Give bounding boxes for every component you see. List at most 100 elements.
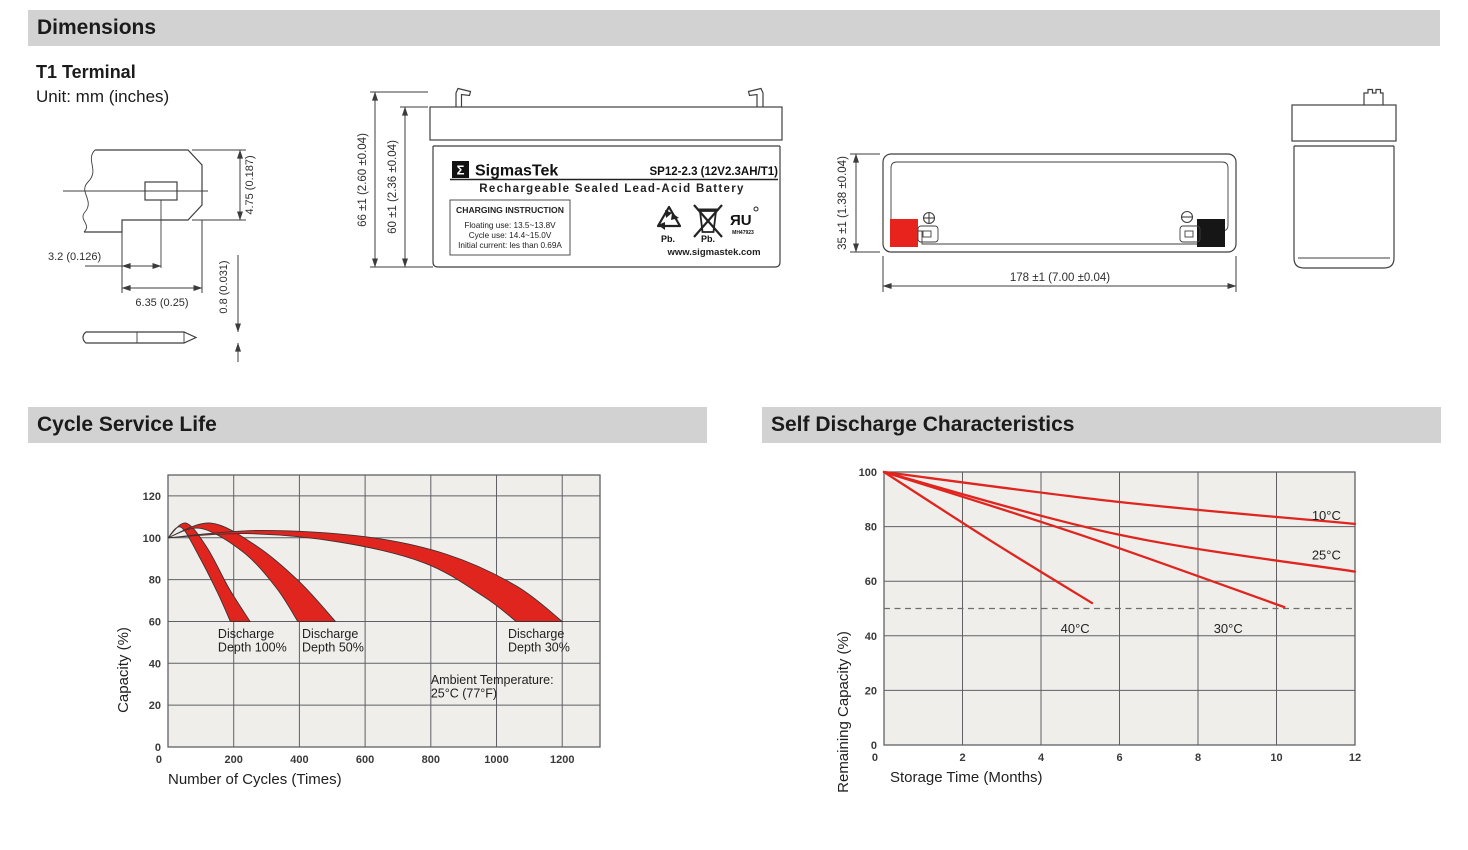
x-tick-label: 0 (156, 754, 162, 766)
chart-annotation: Ambient Temperature: (431, 673, 554, 687)
x-tick-label: 200 (225, 754, 243, 766)
y-tick-label: 60 (149, 616, 161, 628)
plus-terminal-icon (922, 211, 936, 225)
charging-instruction-box (449, 199, 571, 256)
minus-terminal-icon (1180, 210, 1194, 224)
terminal-profile-outline (84, 149, 203, 233)
terminal-detail-drawing: 4.75 (0.187) 3.2 (0.126) 6.35 (0.25) 0.8… (48, 149, 256, 362)
chart-annotation: Depth 100% (218, 641, 287, 655)
front-lid (429, 106, 783, 141)
front-terminal-right (747, 87, 764, 107)
charging-line-3: Initial current: les than 0.69A (458, 241, 562, 250)
waste-bin-icon (693, 204, 723, 238)
series-label: 30°C (1214, 621, 1243, 636)
y-tick-label: 40 (149, 658, 161, 670)
battery-side-view (1291, 88, 1397, 269)
terminal-subheading: T1 Terminal Unit: mm (inches) (36, 60, 169, 110)
top-view-inner-edge (890, 161, 1229, 245)
charging-title: CHARGING INSTRUCTION (456, 205, 564, 215)
chart-annotation: Discharge (302, 627, 358, 641)
y-tick-label: 80 (865, 522, 877, 534)
plot-border (167, 474, 601, 748)
x-tick-label: 8 (1195, 752, 1201, 764)
unit-note: Unit: mm (inches) (36, 87, 170, 106)
x-tick-label: 600 (356, 754, 374, 766)
x-tick-label: 1200 (550, 754, 574, 766)
y-axis-title: Capacity (%) (115, 627, 132, 713)
y-axis-title: Remaining Capacity (%) (835, 631, 852, 793)
dim-total-height: 66 ±1 (2.60 ±0.04) (357, 133, 369, 227)
bin-pb-label: Pb. (701, 234, 715, 244)
y-tick-label: 20 (149, 700, 161, 712)
ul-file-number: MH47923 (732, 230, 754, 236)
x-tick-label: 800 (422, 754, 440, 766)
series-label: 10°C (1312, 508, 1341, 523)
ul-mark-icon: ЯU (730, 212, 752, 229)
model-number: SP12-2.3 (12V2.3AH/T1) (650, 166, 779, 178)
y-tick-label: 80 (149, 575, 161, 587)
self-discharge-chart: 0 2 4 6 8 10 12 0 20 40 60 80 100 10°C 25°C 30°C 40°C Sto… (835, 467, 1361, 793)
section-header-cycle-service-life: Cycle Service Life (28, 407, 707, 443)
x-tick-label: 4 (1038, 752, 1045, 764)
positive-terminal-marker (890, 219, 918, 247)
brand-logo-sigma: Σ (457, 163, 465, 178)
x-tick-label: 10 (1270, 752, 1282, 764)
dim-length: 178 ±1 (7.00 ±0.04) (1010, 272, 1110, 284)
negative-faston-tab (1179, 225, 1201, 243)
front-body (432, 145, 781, 268)
y-tick-label: 100 (859, 467, 877, 479)
battery-top-view: 35 ±1 (1.38 ±0.04) 178 ±1 (7.00 ±0.04) (837, 153, 1237, 292)
front-terminal-left (455, 87, 472, 107)
x-tick-label: 400 (290, 754, 308, 766)
terminal-type-label: T1 Terminal (36, 62, 136, 82)
section-header-self-discharge: Self Discharge Characteristics (762, 407, 1441, 443)
x-axis-title: Number of Cycles (Times) (168, 771, 342, 788)
x-tick-label: 2 (959, 752, 965, 764)
negative-terminal-marker (1197, 219, 1225, 247)
series-line-25C (882, 470, 1357, 573)
brand-logo-square (452, 161, 469, 178)
cycle-service-life-chart: 0 200 400 600 800 1000 1200 0 20 40 60 80 100 120 Disc… (115, 474, 601, 788)
series-label: 25°C (1312, 547, 1341, 562)
dim-terminal-offset: 3.2 (0.126) (48, 251, 101, 263)
y-tick-label: 20 (865, 685, 877, 697)
side-terminal (1363, 88, 1384, 105)
x-tick-label: 6 (1116, 752, 1122, 764)
section-header-dimensions: Dimensions (28, 10, 1440, 46)
chart-annotation: Depth 50% (302, 641, 364, 655)
recycle-icon (656, 205, 682, 230)
series-line-40C (882, 470, 1094, 605)
charging-line-2: Cycle use: 14.4~15.0V (469, 231, 552, 240)
terminal-edge-view (82, 331, 198, 344)
dim-terminal-height: 4.75 (0.187) (244, 155, 256, 214)
top-view-outline (882, 153, 1237, 253)
side-body (1293, 145, 1395, 269)
x-tick-label: 0 (872, 752, 878, 764)
dim-terminal-width: 6.35 (0.25) (135, 297, 188, 309)
dim-case-height: 60 ±1 (2.36 ±0.04) (387, 140, 399, 234)
ul-registered-dot (753, 206, 759, 212)
y-tick-label: 0 (871, 740, 877, 752)
terminal-break-line (82, 149, 96, 233)
x-axis-title: Storage Time (Months) (890, 769, 1043, 786)
y-tick-label: 100 (143, 533, 161, 545)
chart-annotation: Discharge (508, 627, 564, 641)
website-url: www.sigmastek.com (666, 247, 760, 258)
battery-front-view: Σ SigmasTek SP12-2.3 (12V2.3AH/T1) Recha… (357, 87, 783, 268)
series-line-30C (882, 470, 1286, 609)
chart-annotation: Depth 30% (508, 641, 570, 655)
chart-annotation: Discharge (218, 627, 274, 641)
brand-name: SigmasTek (475, 163, 558, 180)
dim-terminal-thickness: 0.8 (0.031) (218, 260, 230, 313)
x-tick-label: 1000 (484, 754, 508, 766)
dim-top-height: 35 ±1 (1.38 ±0.04) (837, 156, 849, 250)
y-tick-label: 40 (865, 631, 877, 643)
series-label: 40°C (1061, 621, 1090, 636)
x-tick-label: 12 (1349, 752, 1361, 764)
chart-annotation: 25°C (77°F) (431, 687, 497, 701)
y-tick-label: 0 (155, 742, 161, 754)
band-30pct (167, 529, 564, 622)
positive-faston-tab (917, 225, 939, 243)
side-lid (1291, 104, 1397, 142)
